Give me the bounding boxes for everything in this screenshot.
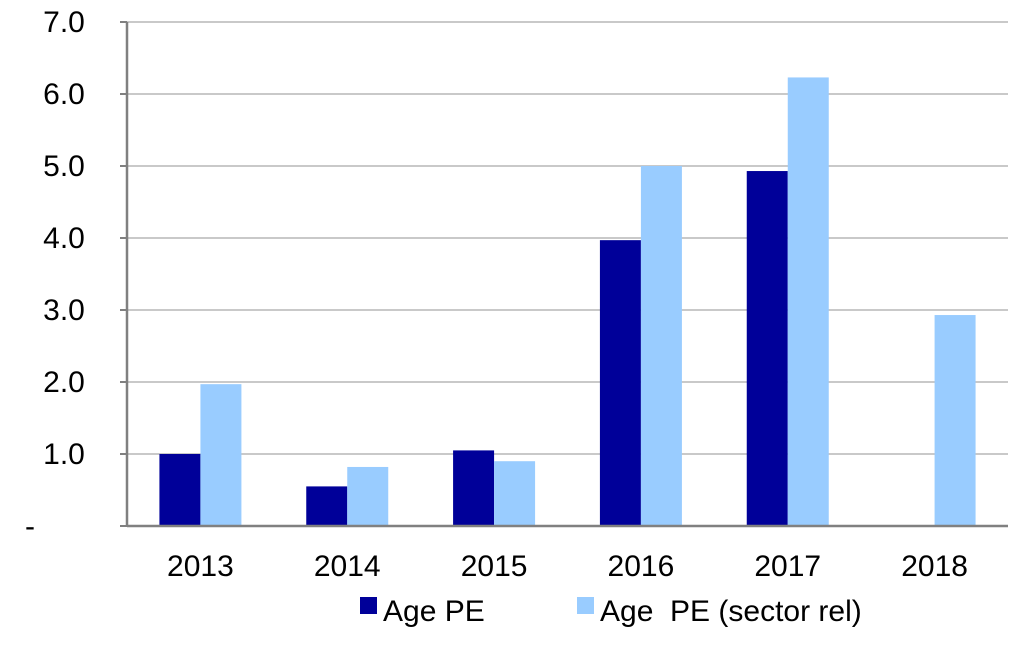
x-tick-label: 2016 [608, 550, 675, 583]
y-tick-label: 1.0 [43, 438, 85, 471]
bar-age-pe-sector-rel-2015 [494, 461, 536, 526]
y-axis-tick-labels: - 1.0 2.0 3.0 4.0 5.0 6.0 7.0 [25, 6, 85, 543]
bar-age-pe-sector-rel-2013 [200, 384, 242, 526]
legend-label: Age PE [383, 595, 485, 628]
axes [120, 21, 1008, 528]
x-tick-label: 2014 [314, 550, 381, 583]
bar-age-pe-2013 [159, 454, 201, 526]
bar-age-pe-2014 [306, 486, 348, 526]
y-tick-label: 4.0 [43, 222, 85, 255]
legend-swatch [360, 597, 377, 614]
bar-age-pe-2015 [453, 450, 495, 526]
bar-age-pe-2016 [599, 240, 641, 526]
legend: Age PE Age PE (sector rel) [360, 595, 862, 628]
grid-lines [127, 21, 1008, 455]
y-tick-label: 7.0 [43, 6, 85, 39]
x-tick-label: 2017 [754, 550, 821, 583]
y-tick-label: 5.0 [43, 150, 85, 183]
bar-age-pe-sector-rel-2016 [640, 166, 682, 526]
y-tick-label: - [25, 510, 35, 543]
x-axis-tick-labels: 2013 2014 2015 2016 2017 2018 [167, 550, 968, 583]
x-tick-label: 2018 [901, 550, 968, 583]
bars [159, 77, 976, 527]
x-tick-label: 2013 [167, 550, 234, 583]
legend-swatch [577, 597, 594, 614]
y-tick-label: 2.0 [43, 366, 85, 399]
bar-age-pe-sector-rel-2017 [787, 77, 829, 526]
bar-age-pe-sector-rel-2018 [934, 315, 976, 526]
legend-label: Age PE (sector rel) [600, 595, 862, 628]
y-tick-label: 6.0 [43, 78, 85, 111]
y-tick-label: 3.0 [43, 294, 85, 327]
bar-age-pe-sector-rel-2014 [347, 466, 389, 526]
x-tick-label: 2015 [461, 550, 528, 583]
bar-age-pe-2017 [746, 171, 788, 527]
